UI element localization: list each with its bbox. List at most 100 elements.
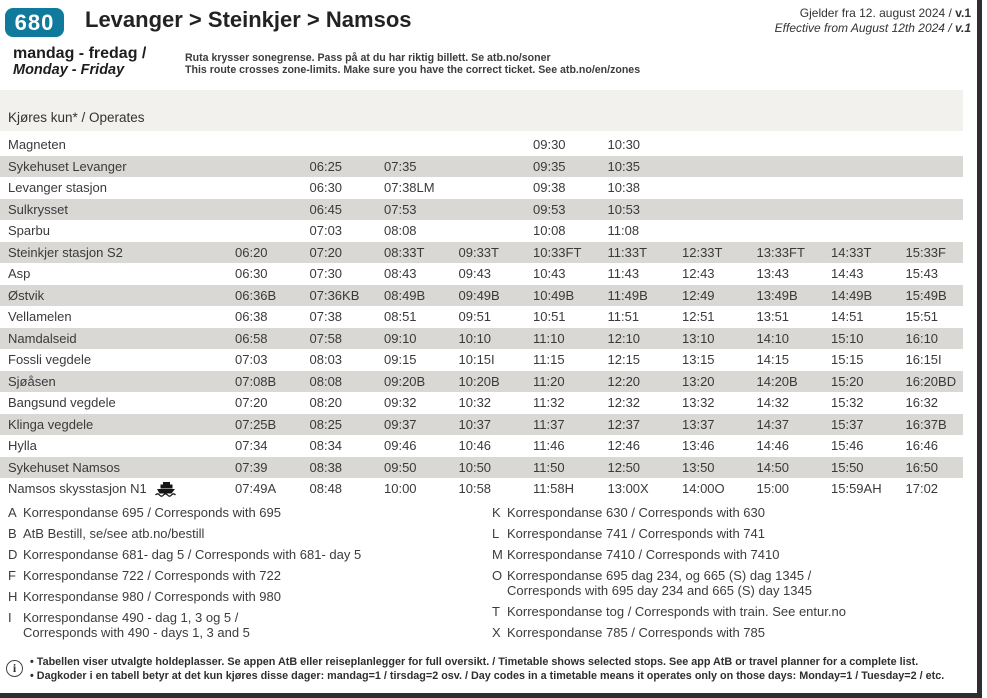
table-row: Sykehuset Namsos 07:39 08:38 09:50 10:50 11:5…	[0, 456, 963, 478]
stop-name-label: Klinga vegdele	[8, 416, 94, 432]
footnote-item: B AtB Bestill, se/see atb.no/bestill	[0, 526, 484, 541]
departure-time-cell: 07:36KB	[309, 287, 360, 303]
stop-name-label: Sparbu	[8, 223, 50, 239]
departure-time-cell: 13:49B	[756, 287, 798, 303]
departure-time-cell: 12:10	[607, 330, 641, 346]
departure-time-cell: 15:46	[831, 438, 864, 454]
departure-time-cell: 06:25	[309, 158, 343, 174]
table-row: Magneten 09:30 10:30	[0, 134, 963, 156]
departure-time-cell: 13:32	[682, 395, 715, 411]
departure-time-cell: 12:33T	[682, 244, 723, 260]
footnote-text: Korrespondanse tog / Corresponds with tr…	[507, 604, 846, 619]
departure-time-cell: 12:32	[607, 395, 641, 411]
departure-time-cell: 14:37	[756, 416, 790, 432]
page-edge-bottom	[0, 693, 982, 698]
footnote-text: Korrespondanse 980 / Corresponds with 98…	[23, 589, 281, 604]
zone-note-en: This route crosses zone-limits. Make sur…	[185, 64, 641, 76]
departure-time-cell: 16:37B	[905, 416, 947, 432]
departure-time-cell: 07:20	[309, 244, 343, 260]
departure-time-cell: 07:58	[309, 330, 343, 346]
stop-name-label: Sykehuset Namsos	[8, 459, 120, 475]
departure-time-cell: 15:32	[831, 395, 864, 411]
departure-time-cell: 09:37	[384, 416, 417, 432]
footnote-code: L	[492, 526, 500, 541]
stop-name-label: Steinkjer stasjon S2	[8, 244, 123, 260]
departure-time-cell: 10:53	[607, 201, 641, 217]
table-row: Namdalseid 06:58 07:58 09:10 10:10 11:10 12:10…	[0, 327, 963, 349]
departure-time-cell: 12:49	[682, 287, 715, 303]
footnote-code: B	[8, 526, 17, 541]
departure-time-cell: 09:10	[384, 330, 417, 346]
footnote-item: H Korrespondanse 980 / Corresponds with 9…	[0, 589, 484, 604]
stop-name: Sjøåsen	[0, 374, 235, 389]
departure-time-cell: 06:30	[235, 266, 268, 282]
departure-time-cell: 09:50	[384, 459, 417, 475]
departure-time-cell: 10:50	[458, 459, 492, 475]
stop-name: Asp	[0, 266, 235, 281]
departure-time-cell: 14:33T	[831, 244, 872, 260]
departure-time-cell: 13:33FT	[756, 244, 805, 260]
departure-time-cell: 10:10	[458, 330, 492, 346]
departure-time-cell: 09:53	[533, 201, 566, 217]
departure-time-cell: 11:50	[533, 459, 565, 475]
departure-time-cell: 08:08	[309, 373, 343, 389]
stop-name: Sykehuset Namsos	[0, 460, 235, 475]
page-title: Levanger > Steinkjer > Namsos	[85, 7, 412, 32]
departure-time-cell: 06:58	[235, 330, 268, 346]
stop-name: Hylla	[0, 438, 235, 453]
departure-time-cell: 10:49B	[533, 287, 575, 303]
departure-time-cell: 15:50	[831, 459, 864, 475]
departure-time-cell: 11:51	[607, 309, 640, 325]
stop-name-label: Østvik	[8, 287, 45, 303]
departure-time-cell: 09:30	[533, 137, 566, 153]
timetable: Magneten 09:30 10:30 Sykehuset Levanger 06:2…	[0, 134, 963, 500]
departure-time-cell: 12:43	[682, 266, 715, 282]
departure-time-cell: 15:00	[756, 481, 790, 497]
footnotes-column-left: A Korrespondanse 695 / Corresponds with 6…	[0, 505, 484, 646]
departure-time-cell: 10:46	[458, 438, 492, 454]
departure-time-cell: 14:00O	[682, 481, 725, 497]
stop-name-label: Sykehuset Levanger	[8, 158, 127, 174]
departure-time-cell: 13:43	[756, 266, 790, 282]
footnotes: A Korrespondanse 695 / Corresponds with 6…	[0, 505, 963, 646]
departure-time-cell: 06:20	[235, 244, 268, 260]
departure-time-cell: 08:43	[384, 266, 417, 282]
departure-time-cell: 08:34	[309, 438, 343, 454]
footer-note-line2: • Dagkoder i en tabell betyr at det kun …	[30, 669, 945, 682]
stop-name-label: Sjøåsen	[8, 373, 56, 389]
stop-name: Fossli vegdele	[0, 352, 235, 367]
footnote-text: Korrespondanse 681- dag 5 / Corresponds …	[23, 547, 362, 562]
stop-name: Sulkrysset	[0, 202, 235, 217]
footnote-text: Korrespondanse 7410 / Corresponds with 7…	[507, 547, 780, 562]
stop-name: Namdalseid	[0, 331, 235, 346]
departure-time-cell: 10:58	[458, 481, 492, 497]
stop-name-label: Namdalseid	[8, 330, 77, 346]
stop-name: Bangsund vegdele	[0, 395, 235, 410]
departure-time-cell: 07:08B	[235, 373, 277, 389]
info-icon: i	[6, 660, 23, 677]
stop-name-label: Magneten	[8, 137, 66, 153]
footnote-code: D	[8, 547, 18, 562]
table-row: Namsos skysstasjon N1 07:49A 08:48 10:00 10…	[0, 478, 963, 500]
footnote-text: Korrespondanse 722 / Corresponds with 72…	[23, 568, 281, 583]
stop-name-label: Levanger stasjon	[8, 180, 108, 196]
footnote-text: AtB Bestill, se/see atb.no/bestill	[23, 526, 205, 541]
departure-time-cell: 13:37	[682, 416, 715, 432]
footnote-code: O	[492, 568, 503, 583]
departure-time-cell: 11:37	[533, 416, 565, 432]
departure-time-cell: 07:34	[235, 438, 268, 454]
table-row: Klinga vegdele 07:25B 08:25 09:37 10:37 11:37…	[0, 413, 963, 435]
operating-days-no: mandag - fredag /	[13, 45, 147, 62]
footer: i • Tabellen viser utvalgte holdeplasser…	[6, 656, 971, 683]
departure-time-cell: 06:36B	[235, 287, 277, 303]
footer-notes: • Tabellen viser utvalgte holdeplasser. …	[30, 656, 944, 683]
departure-time-cell: 07:38	[309, 309, 343, 325]
departure-time-cell: 07:49A	[235, 481, 277, 497]
operates-label: Kjøres kun* / Operates	[8, 110, 145, 125]
departure-time-cell: 09:43	[458, 266, 492, 282]
footnote-item: A Korrespondanse 695 / Corresponds with 6…	[0, 505, 484, 520]
departure-time-cell: 09:33T	[458, 244, 499, 260]
stop-name: Magneten	[0, 137, 235, 152]
footer-note-line1: • Tabellen viser utvalgte holdeplasser. …	[30, 656, 919, 668]
table-row: Asp 06:30 07:30 08:43 09:43 10:43 11:43 12:43 13…	[0, 263, 963, 285]
